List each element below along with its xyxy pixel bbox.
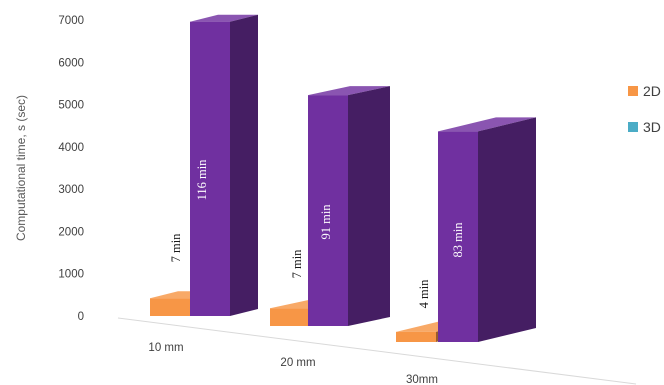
y-axis-label: Computational time, s (sec): [14, 95, 28, 241]
floor-line: [117, 317, 637, 385]
bar: [190, 14, 258, 316]
y-tick-label: 1000: [58, 269, 84, 281]
bars-layer: [150, 14, 536, 342]
data-label: 4 min: [417, 279, 431, 309]
y-tick-label: 4000: [58, 142, 84, 154]
labels-layer: 7 min 116 min 7 min 91 min 4 min 83 min: [169, 159, 465, 309]
data-label: 116 min: [195, 159, 209, 201]
legend-item: 2D: [628, 83, 661, 99]
y-tick-label: 3000: [58, 184, 84, 196]
category-label: 30mm: [406, 374, 438, 385]
legend-swatch: [628, 122, 638, 132]
axis-layer: Computational time, s (sec) 0 1000 2000 3000…: [14, 15, 637, 385]
legend-item: 3D: [628, 119, 661, 135]
bar: [438, 117, 536, 342]
data-label: 7 min: [169, 233, 183, 263]
y-tick-label: 5000: [58, 100, 84, 112]
legend: 2D 3D: [628, 83, 661, 135]
legend-swatch: [628, 86, 638, 96]
data-label: 83 min: [451, 222, 465, 258]
category-label: 10 mm: [148, 342, 183, 354]
category-label: 20 mm: [280, 357, 315, 369]
legend-label: 3D: [643, 119, 661, 135]
y-tick-label: 2000: [58, 226, 84, 238]
y-tick-label: 6000: [58, 57, 84, 69]
legend-label: 2D: [643, 83, 661, 99]
data-label: 91 min: [319, 204, 333, 240]
data-label: 7 min: [290, 249, 304, 279]
y-tick-label: 0: [78, 311, 84, 323]
bar: [308, 86, 390, 327]
y-tick-label: 7000: [58, 15, 84, 27]
